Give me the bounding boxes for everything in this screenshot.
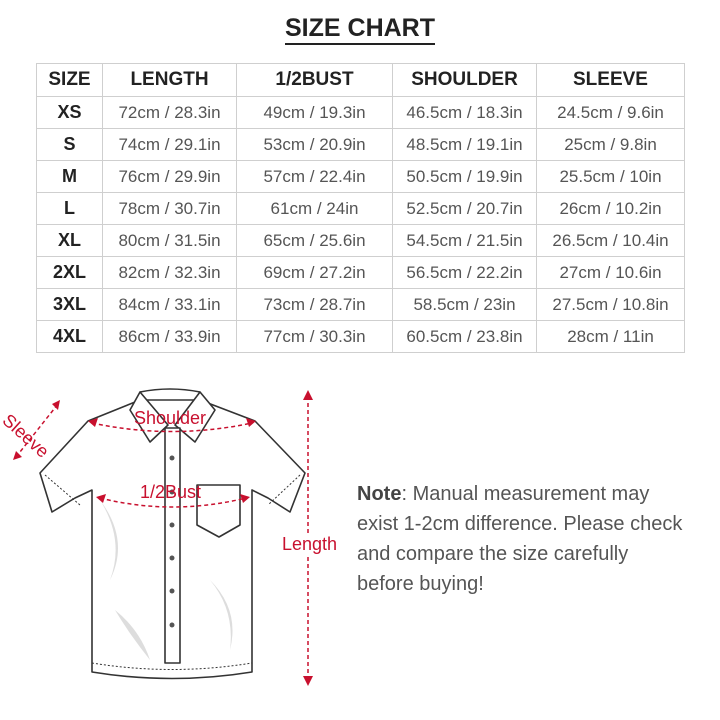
shirt-diagram bbox=[13, 388, 313, 686]
size-cell: L bbox=[36, 192, 103, 225]
shoulder-label: Shoulder bbox=[134, 408, 207, 428]
table-row: 2XL 82cm / 32.3in 69cm / 27.2in 56.5cm / 22… bbox=[36, 256, 685, 289]
measurement-cell: 56.5cm / 22.2in bbox=[392, 256, 537, 289]
measurement-cell: 27.5cm / 10.8in bbox=[536, 288, 685, 321]
size-cell: M bbox=[36, 160, 103, 193]
table-header-row: SIZE LENGTH 1/2BUST SHOULDER SLEEVE bbox=[36, 63, 685, 97]
bust-label: 1/2Bust bbox=[140, 482, 202, 502]
column-header: LENGTH bbox=[102, 63, 237, 97]
note-label: Note bbox=[357, 483, 402, 505]
measurement-cell: 69cm / 27.2in bbox=[236, 256, 393, 289]
column-header: SLEEVE bbox=[536, 63, 685, 97]
size-cell: 2XL bbox=[36, 256, 103, 289]
measurement-cell: 74cm / 29.1in bbox=[102, 128, 237, 161]
measurement-cell: 76cm / 29.9in bbox=[102, 160, 237, 193]
size-cell: 3XL bbox=[36, 288, 103, 321]
size-cell: XL bbox=[36, 224, 103, 257]
size-cell: 4XL bbox=[36, 320, 103, 353]
measurement-cell: 28cm / 11in bbox=[536, 320, 685, 353]
length-label: Length bbox=[282, 534, 338, 555]
measurement-cell: 49cm / 19.3in bbox=[236, 96, 393, 129]
measurement-cell: 48.5cm / 19.1in bbox=[392, 128, 537, 161]
size-cell: XS bbox=[36, 96, 103, 129]
size-cell: S bbox=[36, 128, 103, 161]
measurement-cell: 72cm / 28.3in bbox=[102, 96, 237, 129]
page-title: SIZE CHART bbox=[0, 14, 720, 45]
title-text: SIZE CHART bbox=[285, 14, 435, 45]
table-row: XL 80cm / 31.5in 65cm / 25.6in 54.5cm / 21.… bbox=[36, 224, 685, 257]
measurement-cell: 86cm / 33.9in bbox=[102, 320, 237, 353]
measurement-cell: 50.5cm / 19.9in bbox=[392, 160, 537, 193]
measurement-cell: 61cm / 24in bbox=[236, 192, 393, 225]
measurement-cell: 27cm / 10.6in bbox=[536, 256, 685, 289]
table-row: 4XL 86cm / 33.9in 77cm / 30.3in 60.5cm / 23… bbox=[36, 320, 685, 353]
measurement-cell: 25.5cm / 10in bbox=[536, 160, 685, 193]
shirt-pocket bbox=[196, 484, 241, 538]
shirt-placket bbox=[164, 427, 181, 664]
measurement-cell: 77cm / 30.3in bbox=[236, 320, 393, 353]
shirt-collar bbox=[129, 391, 216, 443]
table-row: M 76cm / 29.9in 57cm / 22.4in 50.5cm / 19.9… bbox=[36, 160, 685, 193]
bust-measure-line bbox=[99, 497, 247, 508]
measurement-cell: 46.5cm / 18.3in bbox=[392, 96, 537, 129]
measurement-cell: 26cm / 10.2in bbox=[536, 192, 685, 225]
size-table: SIZE LENGTH 1/2BUST SHOULDER SLEEVE XS 72cm /… bbox=[36, 63, 685, 353]
measurement-cell: 52.5cm / 20.7in bbox=[392, 192, 537, 225]
measurement-cell: 65cm / 25.6in bbox=[236, 224, 393, 257]
sleeve-measure-line bbox=[15, 403, 59, 458]
measurement-cell: 82cm / 32.3in bbox=[102, 256, 237, 289]
measurement-cell: 26.5cm / 10.4in bbox=[536, 224, 685, 257]
table-row: S 74cm / 29.1in 53cm / 20.9in 48.5cm / 19.1… bbox=[36, 128, 685, 161]
measurement-cell: 80cm / 31.5in bbox=[102, 224, 237, 257]
measurement-cell: 73cm / 28.7in bbox=[236, 288, 393, 321]
measurement-cell: 53cm / 20.9in bbox=[236, 128, 393, 161]
table-row: XS 72cm / 28.3in 49cm / 19.3in 46.5cm / 18.… bbox=[36, 96, 685, 129]
shoulder-measure-line bbox=[91, 422, 253, 433]
measurement-cell: 57cm / 22.4in bbox=[236, 160, 393, 193]
note-text: : Manual measurement may exist 1-2cm dif… bbox=[357, 483, 683, 595]
measurement-cell: 60.5cm / 23.8in bbox=[392, 320, 537, 353]
measurement-cell: 54.5cm / 21.5in bbox=[392, 224, 537, 257]
measurement-cell: 58.5cm / 23in bbox=[392, 288, 537, 321]
measurement-cell: 24.5cm / 9.6in bbox=[536, 96, 685, 129]
measurement-cell: 84cm / 33.1in bbox=[102, 288, 237, 321]
column-header: 1/2BUST bbox=[236, 63, 393, 97]
measurement-cell: 25cm / 9.8in bbox=[536, 128, 685, 161]
table-row: 3XL 84cm / 33.1in 73cm / 28.7in 58.5cm / 23… bbox=[36, 288, 685, 321]
column-header: SIZE bbox=[36, 63, 103, 97]
measurement-note: Note: Manual measurement may exist 1-2cm… bbox=[357, 479, 687, 599]
measurement-cell: 78cm / 30.7in bbox=[102, 192, 237, 225]
table-row: L 78cm / 30.7in 61cm / 24in 52.5cm / 20.7in… bbox=[36, 192, 685, 225]
column-header: SHOULDER bbox=[392, 63, 537, 97]
